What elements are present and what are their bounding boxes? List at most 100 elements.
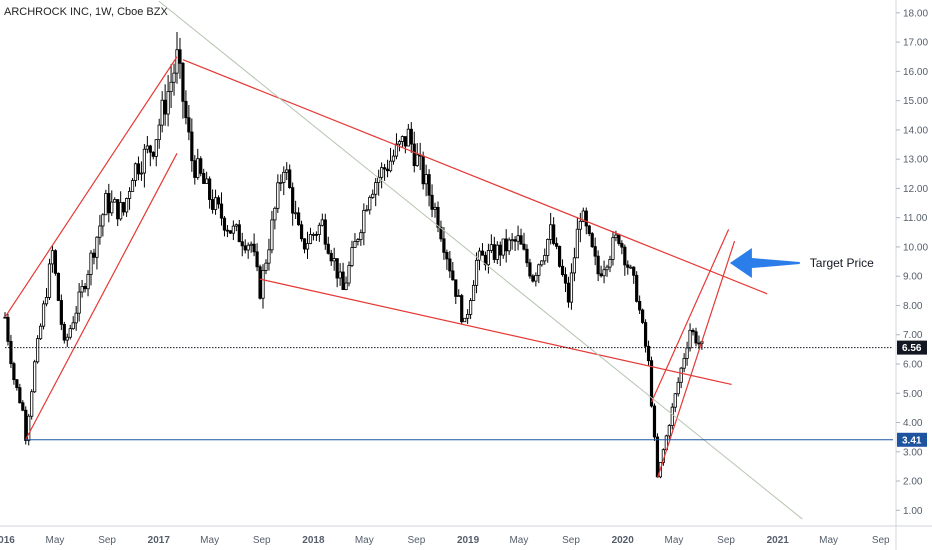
candle-body bbox=[98, 225, 102, 238]
candle-body bbox=[581, 210, 585, 222]
candle-body bbox=[193, 160, 197, 178]
candle-body bbox=[566, 282, 571, 303]
candle-body bbox=[365, 209, 369, 212]
candle-body bbox=[430, 194, 434, 210]
price-badge-label: 6.56 bbox=[902, 343, 922, 354]
candle-body bbox=[593, 246, 597, 257]
candles-group bbox=[3, 31, 704, 479]
y-tick-label: 1.00 bbox=[903, 506, 923, 517]
x-tick-label: Sep bbox=[562, 535, 580, 546]
candle-body bbox=[184, 100, 188, 119]
candle-body bbox=[71, 322, 75, 330]
candle-body bbox=[320, 219, 324, 226]
candle-body bbox=[575, 228, 579, 259]
candle-body bbox=[113, 199, 117, 203]
candle-body bbox=[243, 245, 247, 251]
candle-body bbox=[436, 206, 440, 228]
candle-body bbox=[222, 217, 227, 231]
x-tick-label: 2018 bbox=[302, 535, 325, 546]
candle-body bbox=[546, 239, 550, 256]
candle-body bbox=[688, 329, 692, 349]
x-tick-label: May bbox=[46, 535, 65, 546]
candle-body bbox=[504, 238, 508, 252]
x-tick-label: Sep bbox=[253, 535, 271, 546]
candle-body bbox=[344, 282, 348, 290]
candle-body bbox=[655, 436, 660, 478]
candle-body bbox=[513, 239, 517, 242]
candle-body bbox=[83, 286, 87, 290]
candle-body bbox=[305, 243, 310, 250]
candle-body bbox=[136, 163, 141, 175]
candle-body bbox=[483, 254, 488, 266]
candle-body bbox=[130, 180, 135, 192]
candle-body bbox=[397, 141, 402, 145]
candle-body bbox=[127, 191, 132, 199]
candle-body bbox=[649, 360, 654, 407]
candle-body bbox=[53, 250, 58, 274]
candle-body bbox=[670, 406, 674, 426]
candle-body bbox=[578, 220, 582, 230]
y-tick-label: 9.00 bbox=[903, 272, 923, 283]
x-tick-label: Sep bbox=[717, 535, 735, 546]
candle-body bbox=[543, 255, 547, 262]
candle-body bbox=[213, 197, 218, 210]
candle-body bbox=[338, 271, 342, 279]
candle-body bbox=[258, 266, 262, 299]
candle-body bbox=[549, 224, 553, 240]
long-diagonal-line bbox=[158, 0, 803, 520]
candle-body bbox=[317, 224, 321, 235]
candle-body bbox=[528, 262, 532, 277]
candle-body bbox=[471, 284, 476, 301]
chart-title: ARCHROCK INC, 1W, Cboe BZX bbox=[4, 6, 168, 18]
candle-body bbox=[394, 143, 399, 157]
x-tick-label: 2017 bbox=[148, 535, 171, 546]
candle-body bbox=[175, 49, 179, 74]
candle-body bbox=[95, 236, 99, 258]
candle-body bbox=[460, 295, 464, 323]
candle-body bbox=[599, 273, 603, 277]
candle-body bbox=[388, 160, 393, 172]
candle-body bbox=[151, 151, 155, 157]
candle-body bbox=[415, 154, 419, 167]
candle-body bbox=[172, 72, 176, 83]
candle-body bbox=[302, 238, 307, 250]
candle-body bbox=[409, 128, 413, 145]
candle-body bbox=[86, 274, 90, 290]
candle-body bbox=[403, 136, 407, 147]
candle-body bbox=[676, 381, 680, 395]
candle-body bbox=[380, 167, 384, 178]
candle-body bbox=[685, 347, 689, 359]
candle-body bbox=[694, 331, 698, 344]
candle-body bbox=[560, 265, 565, 275]
candle-body bbox=[133, 163, 138, 181]
candle-body bbox=[673, 393, 677, 408]
candle-body bbox=[279, 182, 283, 184]
candle-body bbox=[59, 300, 63, 325]
x-tick-label: Sep bbox=[872, 535, 890, 546]
x-tick-label: May bbox=[665, 535, 684, 546]
price-badge bbox=[897, 432, 927, 447]
candle-body bbox=[439, 226, 443, 240]
candle-body bbox=[216, 197, 221, 205]
candle-body bbox=[148, 145, 152, 153]
candle-body bbox=[412, 143, 416, 167]
candle-body bbox=[635, 274, 639, 302]
candle-body bbox=[667, 425, 671, 437]
candle-body bbox=[30, 391, 34, 417]
candle-body bbox=[225, 229, 230, 232]
candle-body bbox=[646, 345, 651, 362]
candle-body bbox=[36, 338, 40, 363]
x-tick-label: Sep bbox=[407, 535, 425, 546]
candle-body bbox=[540, 260, 544, 266]
candle-body bbox=[44, 297, 49, 305]
candle-body bbox=[620, 243, 624, 248]
candle-body bbox=[33, 361, 37, 393]
candle-body bbox=[480, 250, 485, 256]
candle-body bbox=[495, 244, 499, 260]
x-tick-label: Sep bbox=[98, 535, 116, 546]
candle-body bbox=[335, 258, 339, 279]
channel-upper-line bbox=[4, 56, 178, 318]
candle-body bbox=[314, 233, 318, 236]
candle-body bbox=[498, 244, 502, 256]
